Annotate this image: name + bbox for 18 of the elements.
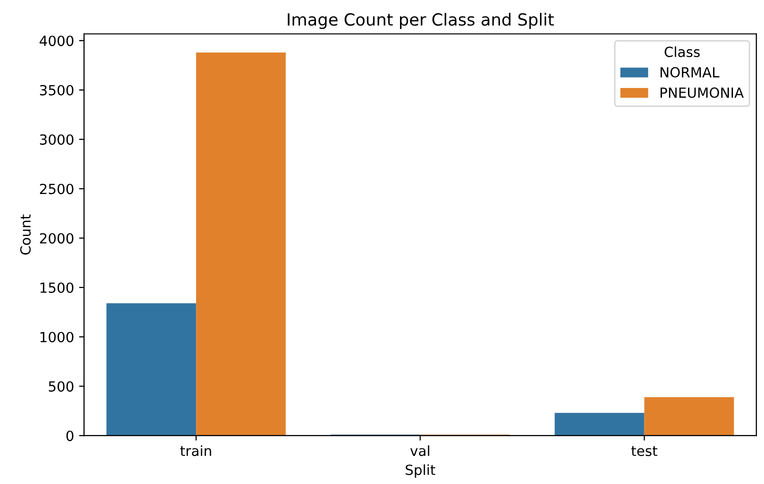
y-tick-label: 2000 <box>40 233 74 244</box>
y-tick-label: 3000 <box>40 134 74 145</box>
y-axis-title: Count <box>20 214 31 255</box>
x-tick-label: val <box>410 445 430 456</box>
legend-title: Class <box>664 46 700 58</box>
chart-title: Image Count per Class and Split <box>288 12 554 30</box>
legend-label: NORMAL <box>660 67 720 78</box>
y-tick-label: 4000 <box>40 36 74 46</box>
x-axis-title: Split <box>406 464 436 478</box>
y-tick-label: 3500 <box>40 84 74 96</box>
y-tick-label: 1000 <box>40 332 74 342</box>
x-tick-label: train <box>180 445 212 456</box>
y-tick-label: 1500 <box>40 282 74 293</box>
x-tick-label: test <box>631 446 658 456</box>
legend-label: PNEUMONIA <box>660 87 744 98</box>
y-tick-label: 2500 <box>40 184 74 194</box>
y-tick-label: 0 <box>66 430 74 442</box>
y-tick-label: 500 <box>48 381 74 392</box>
